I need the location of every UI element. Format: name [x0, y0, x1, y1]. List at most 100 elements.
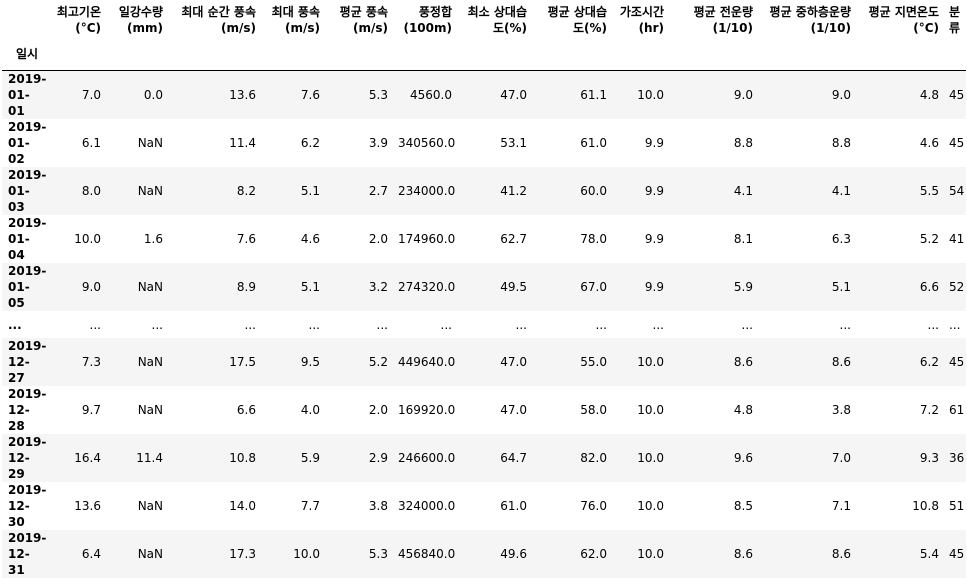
- table-cell: 61.1: [533, 71, 613, 120]
- ellipsis-row: ........................................…: [2, 311, 966, 338]
- table-cell: 45: [945, 338, 966, 386]
- table-cell: 45: [945, 530, 966, 578]
- table-cell: 53.1: [458, 119, 533, 167]
- row-index: 2019-12-31: [2, 530, 46, 578]
- table-cell: 5.3: [326, 530, 394, 578]
- table-cell: 14.0: [169, 482, 262, 530]
- table-cell: 456840.0: [394, 530, 458, 578]
- table-cell: 54: [945, 167, 966, 215]
- table-cell: ...: [670, 311, 759, 338]
- table-cell: 45: [945, 119, 966, 167]
- table-cell: 11.4: [169, 119, 262, 167]
- table-header: 최고기온(°C) 일강수량(mm) 최대 순간 풍속(m/s) 최대 풍속(m/…: [2, 0, 966, 71]
- table-cell: 82.0: [533, 434, 613, 482]
- table-cell: 8.8: [759, 119, 857, 167]
- column-header: 평균 지면온도(°C): [857, 0, 945, 37]
- table-cell: ...: [533, 311, 613, 338]
- table-cell: ...: [394, 311, 458, 338]
- table-cell: 9.9: [613, 119, 670, 167]
- table-cell: 60.0: [533, 167, 613, 215]
- table-cell: 274320.0: [394, 263, 458, 311]
- table-cell: 47.0: [458, 71, 533, 120]
- table-cell: 6.6: [857, 263, 945, 311]
- table-cell: 5.1: [759, 263, 857, 311]
- table-cell: 10.8: [169, 434, 262, 482]
- table-cell: ...: [945, 311, 966, 338]
- column-header: 평균 중하층운량(1/10): [759, 0, 857, 37]
- table-cell: 8.8: [670, 119, 759, 167]
- table-cell: 9.0: [759, 71, 857, 120]
- table-cell: 7.0: [759, 434, 857, 482]
- table-cell: 4.8: [857, 71, 945, 120]
- table-cell: 4.8: [670, 386, 759, 434]
- table-cell: 11.4: [107, 434, 169, 482]
- table-cell: 6.1: [46, 119, 107, 167]
- table-cell: 9.9: [613, 263, 670, 311]
- table-cell: 4560.0: [394, 71, 458, 120]
- table-cell: 8.6: [670, 338, 759, 386]
- table-cell: 7.0: [46, 71, 107, 120]
- row-index: 2019-01-05: [2, 263, 46, 311]
- row-index: 2019-01-03: [2, 167, 46, 215]
- table-cell: 4.0: [262, 386, 326, 434]
- table-cell: ...: [46, 311, 107, 338]
- table-cell: 5.9: [670, 263, 759, 311]
- table-cell: 4.6: [262, 215, 326, 263]
- header-corner: [2, 0, 46, 37]
- table-cell: 246600.0: [394, 434, 458, 482]
- table-cell: 10.0: [613, 338, 670, 386]
- table-cell: 4.6: [857, 119, 945, 167]
- table-cell: 7.7: [262, 482, 326, 530]
- column-header: 최소 상대습도(%): [458, 0, 533, 37]
- table-cell: ...: [857, 311, 945, 338]
- row-index: 2019-12-28: [2, 386, 46, 434]
- table-cell: ...: [326, 311, 394, 338]
- table-cell: 8.0: [46, 167, 107, 215]
- table-cell: NaN: [107, 338, 169, 386]
- table-cell: 3.8: [759, 386, 857, 434]
- table-cell: 47.0: [458, 386, 533, 434]
- table-cell: 61.0: [458, 482, 533, 530]
- table-cell: 5.5: [857, 167, 945, 215]
- table-cell: 61.0: [533, 119, 613, 167]
- column-header: 평균 상대습도(%): [533, 0, 613, 37]
- table-cell: 9.9: [613, 215, 670, 263]
- table-cell: NaN: [107, 263, 169, 311]
- row-index: 2019-01-01: [2, 71, 46, 120]
- table-cell: 5.9: [262, 434, 326, 482]
- table-cell: ...: [759, 311, 857, 338]
- table-cell: 4.1: [670, 167, 759, 215]
- table-cell: 9.0: [670, 71, 759, 120]
- table-cell: 52: [945, 263, 966, 311]
- table-cell: 340560.0: [394, 119, 458, 167]
- column-header: 가조시간(hr): [613, 0, 670, 37]
- table-cell: 55.0: [533, 338, 613, 386]
- row-index: ...: [2, 311, 46, 338]
- table-cell: 8.1: [670, 215, 759, 263]
- table-cell: 45: [945, 71, 966, 120]
- table-cell: 5.1: [262, 167, 326, 215]
- table-cell: 2.0: [326, 386, 394, 434]
- column-header-row: 최고기온(°C) 일강수량(mm) 최대 순간 풍속(m/s) 최대 풍속(m/…: [2, 0, 966, 37]
- table-cell: 6.2: [857, 338, 945, 386]
- column-header: 풍정합(100m): [394, 0, 458, 37]
- column-header: 최대 풍속(m/s): [262, 0, 326, 37]
- table-cell: NaN: [107, 530, 169, 578]
- table-cell: NaN: [107, 386, 169, 434]
- table-cell: 8.5: [670, 482, 759, 530]
- table-cell: 7.2: [857, 386, 945, 434]
- table-cell: 6.2: [262, 119, 326, 167]
- table-cell: 10.0: [613, 434, 670, 482]
- table-cell: 3.2: [326, 263, 394, 311]
- table-cell: 2.0: [326, 215, 394, 263]
- table-cell: 8.2: [169, 167, 262, 215]
- table-cell: 5.2: [326, 338, 394, 386]
- table-cell: 9.5: [262, 338, 326, 386]
- table-cell: 64.7: [458, 434, 533, 482]
- table-cell: 62.7: [458, 215, 533, 263]
- table-cell: 8.6: [670, 530, 759, 578]
